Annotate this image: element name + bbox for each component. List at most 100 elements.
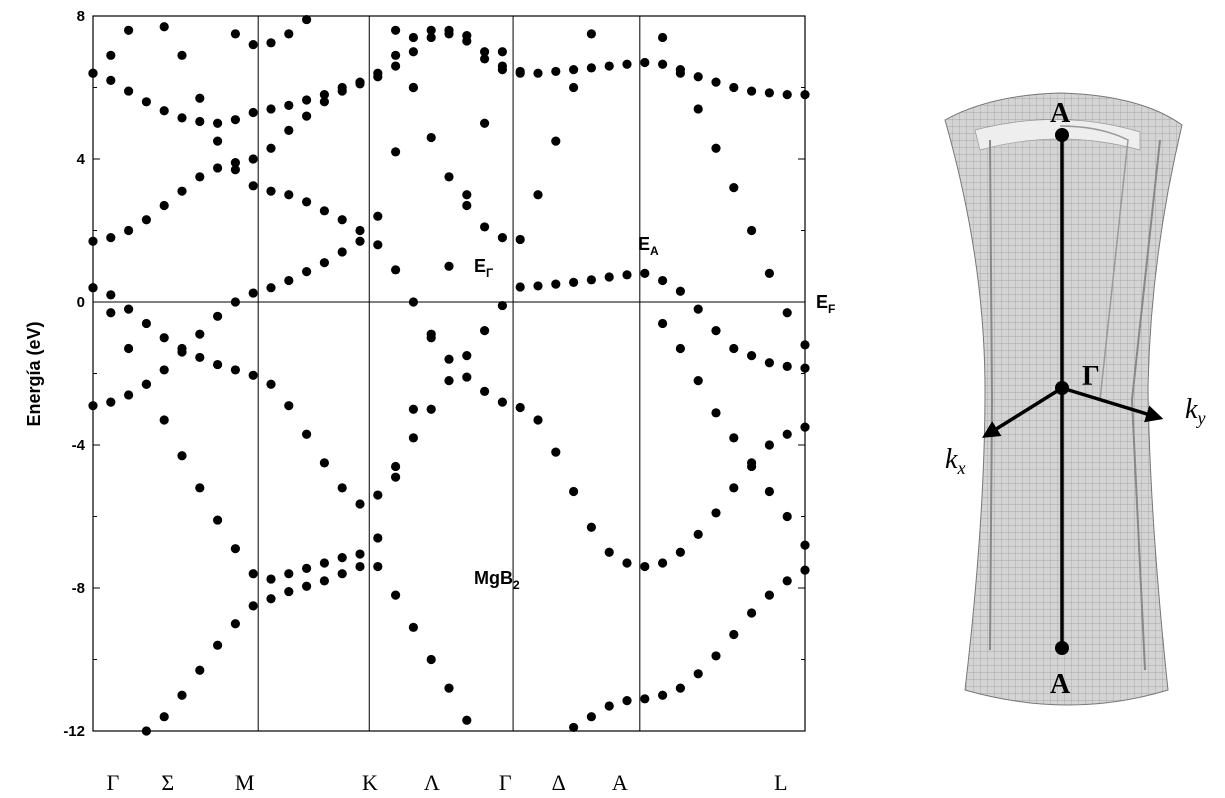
x-tick-label: K [362,770,378,795]
band-point [765,269,774,278]
band-point [302,267,311,276]
band-point [480,387,489,396]
band-point [142,97,151,106]
band-point [676,287,685,296]
band-point [480,222,489,231]
band-point [569,723,578,732]
band-point [302,15,311,24]
band-point [800,566,809,575]
band-point [142,380,151,389]
band-point [711,508,720,517]
band-point [249,108,258,117]
band-point [160,415,169,424]
band-point [569,487,578,496]
band-point [640,58,649,67]
band-point [249,288,258,297]
band-point [444,355,453,364]
band-point [462,351,471,360]
annotation-sub: 2 [513,578,520,592]
band-point [266,283,275,292]
band-point [462,31,471,40]
band-point [711,651,720,660]
band-point [302,95,311,104]
band-point [249,40,258,49]
band-point [800,541,809,550]
band-point [409,83,418,92]
band-point [338,215,347,224]
band-point [195,117,204,126]
band-point [783,90,792,99]
band-point [88,283,97,292]
band-point [498,61,507,70]
band-point [800,423,809,432]
band-point [284,569,293,578]
band-point [409,433,418,442]
band-point [231,115,240,124]
band-point [711,326,720,335]
band-point [729,433,738,442]
band-point [338,86,347,95]
band-point [302,430,311,439]
label-sub: y [1195,408,1205,428]
band-point [106,308,115,317]
band-point [284,587,293,596]
point [1055,128,1069,142]
point [1055,641,1069,655]
label-main: k [1185,394,1198,425]
band-point [177,691,186,700]
band-point [747,226,756,235]
band-point [249,154,258,163]
band-point [160,22,169,31]
band-point [498,301,507,310]
band-point [124,344,133,353]
annotation-sub: Γ [486,266,494,280]
band-point [284,190,293,199]
band-point [284,126,293,135]
band-point [213,360,222,369]
x-tick-label: A [612,770,628,795]
band-point [569,83,578,92]
band-point [516,282,525,291]
band-point [605,61,614,70]
annotation-sub: A [650,244,659,258]
annotation: EA [638,234,659,258]
band-point [213,119,222,128]
band-point [480,47,489,56]
x-tick-label: Γ [499,770,512,795]
band-point [694,72,703,81]
band-point [711,78,720,87]
band-point [551,137,560,146]
y-tick-label: 4 [77,151,86,168]
band-point [516,403,525,412]
band-point [195,94,204,103]
band-point [302,564,311,573]
band-point [765,487,774,496]
band-point [622,558,631,567]
band-point [569,278,578,287]
band-point [338,569,347,578]
band-point [694,669,703,678]
band-point [124,86,133,95]
band-point [320,97,329,106]
band-point [355,562,364,571]
band-point [195,330,204,339]
band-point [160,333,169,342]
point [1055,381,1069,395]
band-point [551,67,560,76]
band-point [533,281,542,290]
band-point [587,523,596,532]
band-point [729,630,738,639]
band-point [694,376,703,385]
band-point [427,333,436,342]
y-tick-label: -4 [72,437,86,454]
band-point [800,340,809,349]
band-point [391,473,400,482]
diagram-label: A [1050,669,1071,700]
y-tick-label: -12 [63,723,85,740]
annotation-sub: F [828,302,835,316]
band-point [391,61,400,70]
band-point [747,608,756,617]
band-point [765,591,774,600]
band-point [391,591,400,600]
band-point [231,365,240,374]
